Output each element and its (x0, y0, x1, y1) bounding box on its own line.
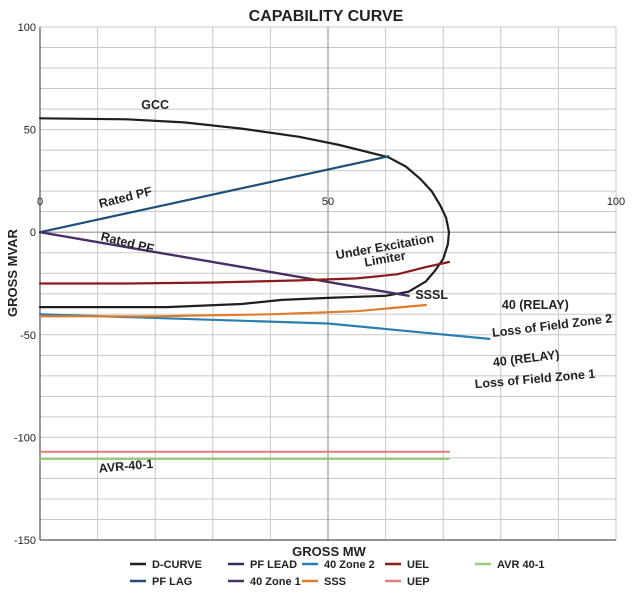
legend-label: SSS (324, 576, 346, 588)
legend-label: PF LEAD (250, 559, 297, 571)
annotation-label: Rated PF (99, 229, 155, 256)
legend-label: UEL (407, 559, 429, 571)
series-line-sss (38, 303, 427, 318)
annotation-label: GCC (141, 98, 169, 112)
legend-label: AVR 40-1 (497, 559, 544, 571)
legend-label: 40 Zone 2 (324, 559, 375, 571)
legend-label: 40 Zone 1 (250, 576, 301, 588)
y-tick-label: -100 (14, 432, 36, 444)
series-lines (38, 117, 491, 460)
series-line-d-curve (38, 117, 451, 309)
legend-label: PF LAG (152, 576, 192, 588)
y-tick-label: 0 (30, 227, 36, 239)
series-line-pf-lag (38, 155, 390, 234)
annotation-label: SSSL (415, 288, 448, 302)
y-tick-label: 50 (24, 125, 36, 137)
legend-label: UEP (407, 576, 430, 588)
annotation-label: Rated PF (97, 184, 153, 211)
legend: D-CURVE PF LEAD 40 Zone 2 UEL AVR 40-1 PF LAG… (130, 559, 544, 588)
series-line-40-zone-1 (38, 231, 410, 297)
y-tick-label: 100 (18, 22, 36, 34)
x-axis-title: GROSS MW (292, 544, 366, 559)
y-tick-label: -50 (20, 330, 36, 342)
annotation-label: Loss of Field Zone 1 (474, 367, 596, 391)
annotation-label: 40 (RELAY) (492, 348, 560, 370)
annotation-label: AVR-40-1 (98, 457, 154, 476)
chart-title: CAPABILITY CURVE (249, 8, 404, 25)
annotation-label: 40 (RELAY) (502, 298, 569, 312)
x-tick-label: 100 (607, 196, 625, 208)
y-axis-title: GROSS MVAR (5, 228, 20, 316)
annotation-label: Loss of Field Zone 2 (491, 311, 613, 340)
legend-label: D-CURVE (152, 559, 202, 571)
tick-labels: 0 50 100 100 50 0 -50 -100 -150 (14, 22, 625, 547)
x-tick-label: 50 (322, 196, 334, 208)
y-tick-label: -150 (14, 535, 36, 547)
series-line-uel (38, 260, 451, 285)
x-tick-label: 0 (37, 196, 43, 208)
